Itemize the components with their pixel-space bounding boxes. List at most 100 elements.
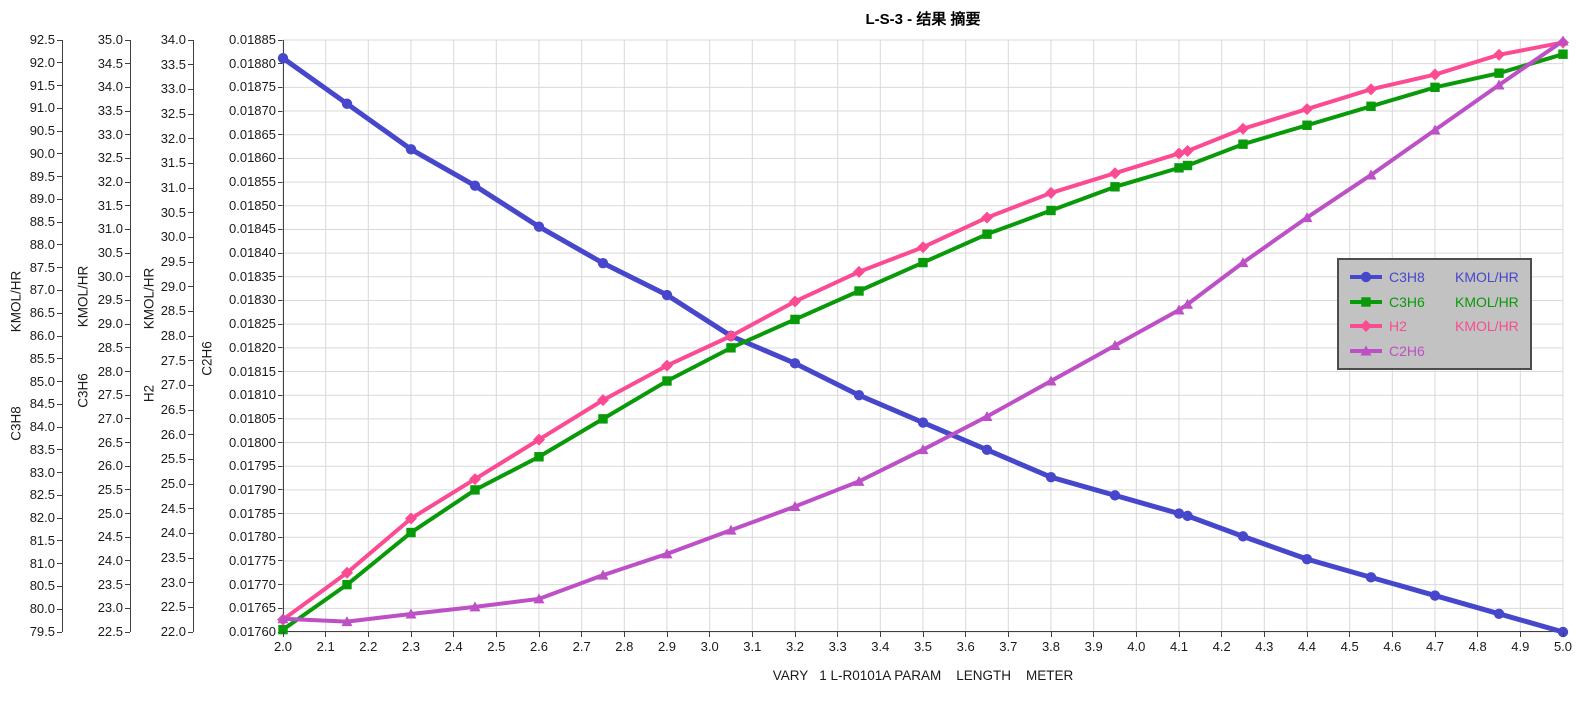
y-tick-mark (278, 39, 283, 41)
y-tick-label: 90.5 (29, 123, 55, 139)
y-tick-label: 34.0 (160, 32, 186, 47)
y-tick-mark (278, 181, 283, 183)
y-tick-mark (57, 244, 62, 246)
x-tick-mark (1434, 632, 1436, 637)
series-line-C3H6 (281, 52, 1565, 632)
y-tick-mark (278, 134, 283, 136)
y-tick-mark (188, 360, 193, 362)
y-tick-mark (125, 560, 130, 562)
x-tick-label: 2.4 (444, 639, 463, 654)
y-tick-mark (188, 582, 193, 584)
x-tick-label: 2.5 (487, 639, 506, 654)
y-tick-label: 34.0 (97, 79, 123, 95)
y-tick-mark (57, 426, 62, 428)
y-tick-mark (278, 465, 283, 467)
marker-diamond (1493, 48, 1505, 61)
marker-diamond (1181, 145, 1194, 157)
marker-triangle (1045, 375, 1057, 386)
y-tick-label: 83.0 (29, 464, 55, 480)
marker-diamond (789, 295, 801, 308)
x-tick-label: 3.6 (956, 639, 975, 654)
marker-triangle (789, 500, 801, 511)
y-tick-label: 82.0 (29, 510, 55, 526)
marker-square (598, 414, 608, 424)
marker-diamond (405, 512, 417, 525)
y-tick-label: 90.0 (29, 145, 55, 161)
y-tick-mark (125, 394, 130, 396)
y-tick-label: 86.5 (29, 305, 55, 321)
y-tick-mark (57, 289, 62, 291)
marker-triangle (917, 444, 929, 455)
y-tick-mark (278, 110, 283, 112)
x-axis-title: VARY 1 L-R0101A PARAM LENGTH METER (772, 668, 1074, 683)
y-tick-label: 34.5 (97, 55, 123, 71)
y-tick-label: 0.01825 (229, 316, 276, 332)
y-tick-label: 30.0 (97, 268, 123, 284)
x-tick-mark (410, 632, 412, 637)
marker-square (342, 579, 352, 590)
y-tick-mark (125, 513, 130, 515)
y-tick-mark (278, 584, 283, 586)
marker-circle (341, 98, 353, 109)
y-tick-mark (125, 418, 130, 420)
x-tick-label: 3.7 (999, 639, 1018, 654)
marker-square (1558, 49, 1568, 59)
y-tick-label: 30.5 (97, 245, 123, 261)
y-tick-mark (125, 157, 130, 159)
marker-triangle (469, 601, 481, 612)
y-tick-mark (188, 236, 193, 238)
y-tick-label: 0.01810 (229, 387, 276, 403)
x-tick-label: 2.9 (657, 639, 677, 654)
y-tick-mark (57, 563, 62, 565)
y-tick-mark (188, 458, 193, 460)
x-tick-mark (367, 632, 369, 637)
legend[interactable]: C3H8 KMOL/HR C3H6 KMOL/HR H2 KMOL/HR C2H6 (1337, 258, 1532, 370)
y-tick-mark (188, 162, 193, 164)
x-tick-mark (837, 632, 839, 637)
legend-series-name: C2H6 (1389, 342, 1425, 359)
x-tick-label: 4.1 (1169, 639, 1189, 654)
x-tick-mark (495, 632, 497, 637)
y-tick-label: 89.5 (29, 168, 55, 184)
marker-square (1174, 163, 1184, 173)
y-tick-label: 84.0 (29, 419, 55, 435)
marker-diamond (1360, 320, 1372, 333)
y-tick-mark (278, 157, 283, 159)
y-tick-label: 88.0 (29, 236, 55, 252)
y-tick-label: 84.5 (29, 396, 55, 412)
y-axis-line (62, 40, 63, 632)
y-tick-label: 28.0 (160, 328, 186, 343)
y-tick-mark (278, 536, 283, 538)
marker-circle (789, 358, 801, 369)
y-tick-mark (57, 608, 62, 610)
x-tick-mark (1306, 632, 1308, 637)
marker-square (406, 527, 416, 538)
y-tick-mark (278, 513, 283, 515)
x-tick-label: 4.7 (1425, 639, 1445, 654)
legend-series-unit: KMOL/HR (1455, 269, 1519, 286)
y-tick-label: 88.5 (29, 214, 55, 230)
marker-triangle (1237, 257, 1249, 268)
marker-circle (1365, 572, 1377, 583)
marker-triangle (533, 593, 545, 604)
y-tick-label: 26.5 (97, 434, 123, 450)
y-tick-mark (125, 299, 130, 301)
y-tick-mark (278, 371, 283, 373)
x-tick-mark (1519, 632, 1521, 637)
marker-square (1110, 182, 1120, 192)
y-tick-mark (278, 252, 283, 254)
y-axis-name-label: C3H6 (75, 373, 91, 408)
marker-circle (1429, 590, 1441, 601)
y-tick-label: 27.0 (160, 377, 186, 393)
y-tick-label: 31.5 (160, 155, 186, 171)
x-tick-mark (709, 632, 711, 637)
y-tick-mark (57, 39, 62, 41)
y-tick-mark (278, 205, 283, 207)
marker-diamond (1109, 167, 1121, 180)
y-tick-label: 33.0 (97, 126, 123, 142)
marker-circle (661, 289, 673, 301)
y-tick-label: 24.5 (97, 529, 123, 545)
marker-triangle (1493, 79, 1505, 90)
y-tick-mark (57, 130, 62, 132)
y-tick-mark (188, 113, 193, 115)
